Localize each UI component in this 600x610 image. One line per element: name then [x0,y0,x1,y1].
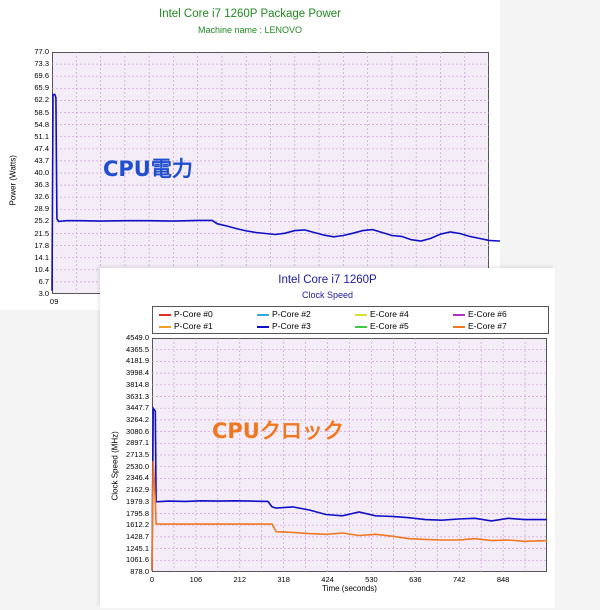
power-y-tick-label: 47.4 [34,143,49,153]
power-y-tick-label: 40.0 [34,168,49,177]
clock-x-tick-label: 0 [149,575,155,584]
clock-legend: P-Core #0 P-Core #2 E-Core #4 E-Core #6 P-Co… [152,306,549,334]
clock-x-tick-label: 106 [189,575,203,584]
power-series-line [51,93,500,291]
power-chart-subtitle: Machine name : LENOVO [197,25,303,35]
legend-item: P-Core #2 [257,309,311,319]
clock-y-tick-label: 1245.1 [126,543,149,553]
power-y-tick-label: 36.3 [34,180,49,190]
legend-item: E-Core #4 [355,309,409,319]
power-annotation: CPU電力 [103,157,193,181]
legend-label: P-Core #1 [174,321,213,331]
power-chart-svg [51,52,500,294]
clock-y-tick-label: 4181.9 [126,356,149,366]
legend-label: E-Core #5 [370,321,409,331]
clock-annotation: CPUクロック [212,419,344,443]
power-y-tick-label: 6.7 [38,276,49,286]
power-y-tick-label: 77.0 [34,47,49,56]
clock-y-tick-label: 3998.4 [126,368,149,378]
power-y-tick-label: 14.1 [34,252,49,262]
legend-label: P-Core #2 [272,309,311,319]
legend-label: P-Core #3 [272,321,311,331]
power-y-tick-label: 32.6 [34,192,49,202]
clock-y-tick-label: 1612.2 [126,520,149,530]
clock-x-tick-label: 212 [233,575,247,584]
power-y-tick-label: 69.6 [34,71,49,81]
legend-label: E-Core #4 [370,309,409,319]
legend-swatch [257,325,269,328]
power-y-tick-label: 51.1 [34,131,49,141]
power-y-tick-label: 25.2 [34,216,49,226]
clock-x-axis-title: Time (seconds) [322,584,377,593]
clock-y-tick-label: 3447.7 [126,403,149,413]
power-y-tick-label: 62.2 [34,95,49,105]
clock-series-line [151,460,548,571]
clock-y-tick-label: 3814.8 [126,379,149,389]
power-y-tick-label: 3.0 [38,289,49,298]
clock-y-tick-label: 1428.7 [126,531,149,541]
clock-y-tick-label: 878.0 [130,567,149,576]
legend-label: E-Core #6 [468,309,507,319]
legend-swatch [453,313,465,316]
power-y-tick-label: 43.7 [34,155,49,165]
clock-x-tick-label: 424 [321,575,334,584]
clock-y-tick-label: 2162.9 [126,485,149,495]
clock-y-tick-label: 1061.6 [126,555,149,565]
clock-y-tick-label: 2897.1 [126,438,149,448]
power-chart-panel: Intel Core i7 1260P Package Power Machin… [0,0,500,310]
power-chart-title: Intel Core i7 1260P Package Power [159,8,341,20]
legend-swatch [355,313,367,316]
clock-x-tick-label: 742 [452,575,466,584]
legend-item: P-Core #0 [159,309,213,319]
clock-y-tick-label: 2713.5 [126,450,149,459]
power-x-tick-label: 0 [49,297,55,306]
legend-label: E-Core #7 [468,321,507,331]
legend-item: E-Core #5 [355,321,409,331]
legend-swatch [355,325,367,328]
legend-item: P-Core #3 [257,321,311,331]
power-y-tick-label: 10.4 [34,264,49,274]
clock-x-tick-label: 848 [496,575,510,584]
power-y-tick-label: 54.8 [34,119,49,129]
legend-item: E-Core #7 [453,321,507,331]
clock-y-tick-label: 4365.5 [126,344,149,354]
legend-swatch [257,313,269,316]
clock-y-tick-label: 3264.2 [126,414,149,424]
legend-label: P-Core #0 [174,309,213,319]
power-y-tick-label: 65.9 [34,83,49,93]
legend-swatch [159,325,171,328]
clock-x-tick-label: 530 [365,575,378,584]
clock-series-line [151,405,547,571]
clock-chart-panel: Intel Core i7 1260P Clock Speed P-Core #… [100,268,555,608]
legend-item: E-Core #6 [453,309,507,319]
clock-chart-svg [151,338,548,572]
clock-y-tick-label: 2530.0 [126,461,149,471]
clock-chart-subtitle: Clock Speed [301,290,354,300]
legend-swatch [159,313,171,316]
clock-y-tick-label: 3631.3 [126,391,149,401]
power-y-tick-label: 28.9 [34,204,49,214]
clock-y-tick-label: 4549.0 [126,333,149,342]
clock-x-tick-label: 636 [409,575,422,584]
power-x-tick-label: 9 [54,297,59,306]
clock-chart-title: Intel Core i7 1260P [278,274,377,286]
power-y-tick-label: 58.5 [34,107,49,117]
power-y-tick-label: 17.8 [34,240,49,250]
clock-y-tick-label: 1795.8 [126,508,149,518]
power-y-tick-label: 73.3 [34,59,49,69]
clock-y-tick-label: 1979.3 [126,496,149,506]
legend-item: P-Core #1 [159,321,213,331]
legend-swatch [453,325,465,328]
clock-y-tick-label: 2346.4 [126,473,149,483]
power-y-tick-label: 21.5 [34,228,49,238]
clock-x-tick-label: 318 [277,575,290,584]
clock-y-tick-label: 3080.6 [126,426,149,436]
